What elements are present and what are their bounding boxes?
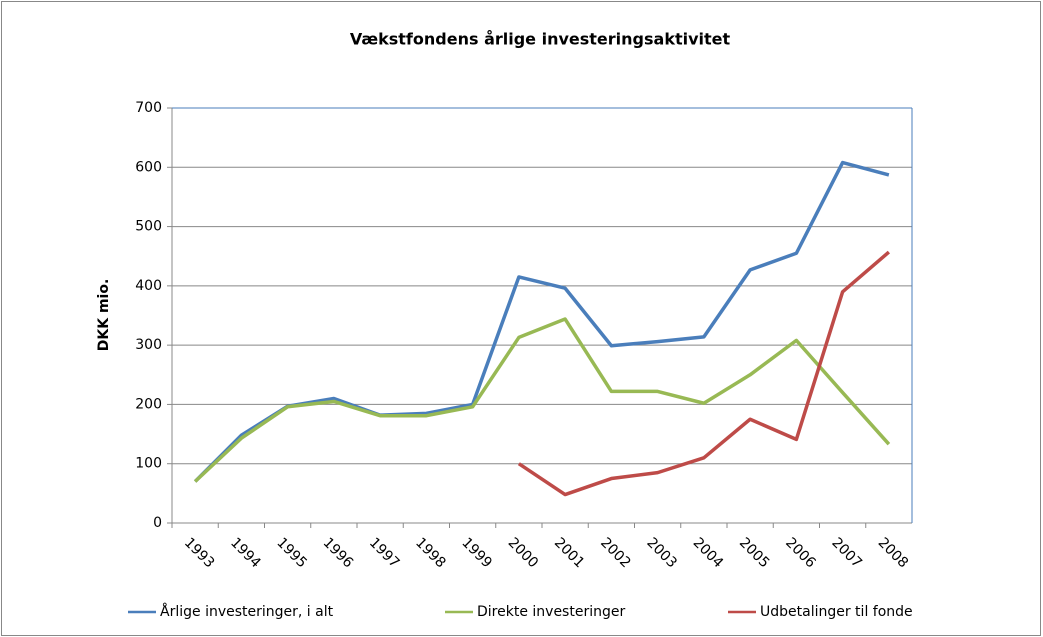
y-tick-label: 0 [153,515,162,531]
series-line [193,160,890,483]
y-tick-label: 200 [135,396,162,412]
y-tick-label: 400 [135,278,162,294]
legend-label: Udbetalinger til fonde [760,604,913,620]
y-tick-label: 300 [135,337,162,353]
y-tick-label: 600 [135,159,162,175]
legend-label: Direkte investeringer [477,604,625,620]
y-axis-title: DKK mio. [96,279,112,352]
y-tick-label: 100 [135,456,162,472]
series-line [193,317,891,483]
legend-label: Årlige investeringer, i alt [160,603,334,620]
y-tick-label: 500 [135,219,162,235]
series-line [517,250,891,497]
chart-title: Vækstfondens årlige investeringsaktivite… [350,30,731,49]
y-tick-label: 700 [135,100,162,116]
